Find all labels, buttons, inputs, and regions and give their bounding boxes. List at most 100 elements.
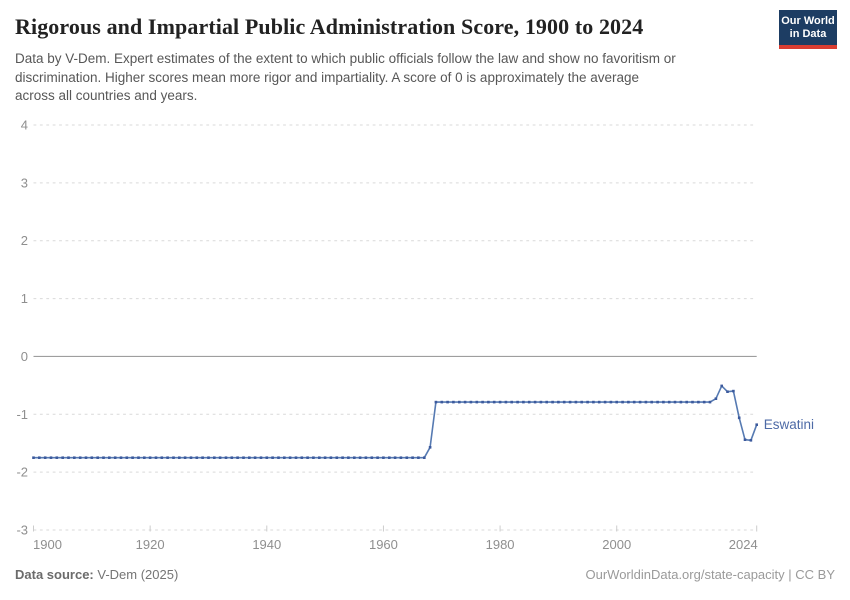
series-label[interactable]: Eswatini — [764, 417, 814, 432]
series-line[interactable] — [32, 385, 758, 459]
data-point[interactable] — [160, 456, 164, 459]
data-point[interactable] — [224, 456, 228, 459]
data-point[interactable] — [615, 400, 618, 404]
data-point[interactable] — [61, 456, 64, 459]
data-point[interactable] — [732, 389, 735, 393]
data-point[interactable] — [399, 456, 403, 459]
data-point[interactable] — [423, 456, 426, 459]
data-point[interactable] — [218, 456, 222, 459]
data-point[interactable] — [393, 456, 397, 459]
data-point[interactable] — [102, 456, 105, 459]
data-point[interactable] — [498, 400, 502, 404]
data-point[interactable] — [603, 400, 607, 404]
data-point[interactable] — [213, 456, 216, 459]
data-point[interactable] — [388, 456, 391, 459]
data-point[interactable] — [481, 400, 484, 404]
data-point[interactable] — [143, 456, 146, 459]
data-point[interactable] — [32, 456, 35, 459]
data-point[interactable] — [376, 456, 379, 459]
data-point[interactable] — [242, 456, 245, 459]
data-point[interactable] — [207, 456, 210, 459]
data-point[interactable] — [586, 400, 589, 404]
data-point[interactable] — [726, 390, 729, 393]
data-point[interactable] — [516, 400, 519, 404]
data-point[interactable] — [533, 400, 537, 404]
data-point[interactable] — [271, 456, 274, 459]
data-point[interactable] — [335, 456, 339, 459]
data-point[interactable] — [504, 400, 508, 404]
data-point[interactable] — [353, 456, 356, 459]
data-point[interactable] — [644, 400, 648, 404]
data-point[interactable] — [347, 456, 350, 459]
data-point[interactable] — [154, 456, 158, 459]
data-point[interactable] — [382, 456, 385, 459]
data-point[interactable] — [632, 400, 636, 404]
data-point[interactable] — [551, 400, 554, 404]
data-point[interactable] — [522, 400, 525, 404]
data-point[interactable] — [697, 400, 700, 404]
data-point[interactable] — [329, 456, 333, 459]
data-point[interactable] — [749, 439, 753, 442]
data-point[interactable] — [300, 456, 304, 459]
data-point[interactable] — [609, 400, 613, 404]
data-point[interactable] — [580, 400, 583, 404]
data-point[interactable] — [574, 400, 578, 404]
data-point[interactable] — [743, 438, 747, 441]
data-point[interactable] — [294, 456, 298, 459]
data-point[interactable] — [475, 400, 479, 404]
data-point[interactable] — [201, 456, 204, 459]
data-point[interactable] — [557, 400, 560, 404]
data-point[interactable] — [440, 400, 444, 404]
data-point[interactable] — [650, 400, 653, 404]
data-point[interactable] — [405, 456, 409, 459]
data-point[interactable] — [131, 456, 134, 459]
data-point[interactable] — [49, 456, 53, 459]
data-point[interactable] — [737, 416, 741, 420]
data-point[interactable] — [370, 456, 374, 459]
data-point[interactable] — [627, 400, 630, 404]
data-point[interactable] — [283, 456, 286, 459]
data-point[interactable] — [562, 400, 566, 404]
data-point[interactable] — [417, 456, 420, 459]
owid-logo[interactable]: Our World in Data — [779, 10, 837, 49]
data-point[interactable] — [125, 456, 129, 459]
data-point[interactable] — [113, 456, 117, 459]
data-point[interactable] — [230, 456, 234, 459]
data-point[interactable] — [492, 400, 496, 404]
data-point[interactable] — [341, 456, 344, 459]
data-point[interactable] — [446, 400, 449, 404]
data-point[interactable] — [248, 456, 251, 459]
data-point[interactable] — [702, 400, 706, 404]
data-point[interactable] — [148, 456, 152, 459]
data-point[interactable] — [306, 456, 309, 459]
data-point[interactable] — [108, 456, 111, 459]
data-point[interactable] — [638, 400, 642, 404]
data-point[interactable] — [265, 456, 269, 459]
data-point[interactable] — [236, 456, 239, 459]
data-point[interactable] — [720, 384, 723, 388]
data-point[interactable] — [708, 400, 712, 404]
data-point[interactable] — [195, 456, 199, 459]
data-point[interactable] — [119, 456, 123, 459]
data-point[interactable] — [96, 456, 99, 459]
data-point[interactable] — [84, 456, 88, 459]
data-point[interactable] — [527, 400, 531, 404]
data-point[interactable] — [487, 400, 490, 404]
data-point[interactable] — [78, 456, 82, 459]
data-point[interactable] — [656, 400, 659, 404]
data-point[interactable] — [38, 456, 41, 459]
data-point[interactable] — [621, 400, 624, 404]
data-point[interactable] — [568, 400, 572, 404]
data-point[interactable] — [55, 456, 59, 459]
data-point[interactable] — [277, 456, 280, 459]
data-point[interactable] — [189, 456, 193, 459]
data-point[interactable] — [183, 456, 187, 459]
data-point[interactable] — [259, 456, 263, 459]
data-point[interactable] — [691, 400, 694, 404]
data-point[interactable] — [67, 456, 70, 459]
data-point[interactable] — [539, 400, 543, 404]
data-point[interactable] — [458, 400, 461, 404]
data-point[interactable] — [172, 456, 175, 459]
data-point[interactable] — [137, 456, 140, 459]
data-point[interactable] — [178, 456, 181, 459]
